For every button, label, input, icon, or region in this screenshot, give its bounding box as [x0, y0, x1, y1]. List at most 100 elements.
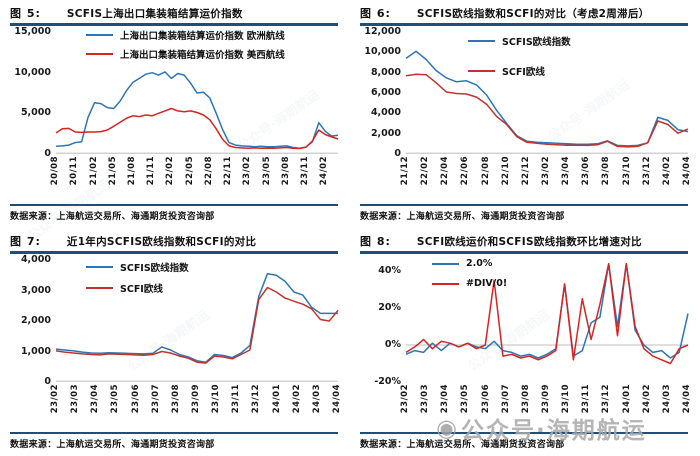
- footer-rule: [360, 431, 688, 434]
- figure-number: 图 6:: [360, 7, 391, 20]
- x-tick-label: 24/02: [319, 156, 330, 186]
- line-chart-svg: [55, 71, 339, 154]
- x-tick-label: 23/03: [70, 384, 81, 414]
- x-tick-label: 22/08: [203, 156, 214, 186]
- series-line: [405, 262, 689, 365]
- x-tick-label: 23/02: [242, 156, 253, 186]
- data-source-note: 数据来源：上海航运交易所、海通期货投资咨询部: [10, 440, 215, 450]
- x-tick-label: 21/12: [400, 156, 410, 186]
- x-tick-label: 22/04: [440, 156, 451, 186]
- legend-item: 2.0%: [432, 258, 507, 269]
- x-tick-label: 23/05: [110, 384, 121, 414]
- x-tick-label: 23/05: [261, 156, 272, 186]
- y-axis: 40% 20% 0% -20%: [360, 260, 406, 387]
- figure-number: 图 7:: [10, 235, 41, 248]
- x-tick-label: 23/06: [130, 384, 141, 414]
- x-tick-label: 23/09: [191, 384, 201, 414]
- figure-number: 图 8:: [360, 235, 391, 248]
- legend-line-swatch: [432, 282, 459, 285]
- x-tick-label: 23/02: [541, 156, 551, 186]
- plot-area: 2.0% #DIV/0! 23/02 23/03 23/04 23/05 23/06 23/…: [400, 258, 692, 420]
- x-tick-label: 22/12: [520, 156, 531, 186]
- series-line: [405, 73, 689, 148]
- figure-6-panel: 图 6: SCFIS欧线指数和SCFI的对比（考虑2周滞后） 12,000 10,…: [350, 0, 700, 228]
- figure-7-header: 图 7: 近1年内SCFIS欧线指数和SCFI的对比: [10, 233, 338, 249]
- header-rule: [10, 251, 338, 254]
- data-source-note: 数据来源：上海航运交易所、海通期货投资咨询部: [360, 212, 565, 222]
- y-tick-label: 1,000: [20, 345, 51, 357]
- x-tick-label: 23/12: [251, 384, 262, 414]
- x-tick-label: 23/02: [400, 384, 410, 414]
- x-tick-label: 23/10: [211, 384, 222, 414]
- x-tick-label: 24/04: [682, 384, 692, 414]
- x-tick-label: 22/08: [480, 156, 491, 186]
- legend-label: #DIV/0!: [466, 278, 508, 289]
- x-tick-label: 23/08: [280, 156, 291, 186]
- legend-line-swatch: [86, 266, 113, 268]
- x-tick-label: 20/08: [50, 156, 60, 186]
- x-tick-label: 21/05: [107, 156, 118, 186]
- x-tick-label: 23/04: [561, 156, 572, 186]
- legend-label: SCFIS欧线指数: [120, 263, 189, 274]
- x-tick-label: 23/06: [581, 156, 592, 186]
- wechat-logo-icon: ◉: [436, 414, 457, 442]
- watermark-text: 公众号·海期航运: [460, 418, 647, 444]
- x-tick-label: 22/10: [500, 156, 511, 186]
- legend-item: 上海出口集装箱结算运价指数 欧洲航线: [86, 28, 285, 42]
- figure-title: SCFIS上海出口集装箱结算运价指数: [66, 8, 243, 20]
- x-tick-label: 24/03: [311, 384, 322, 414]
- x-tick-label: 23/08: [601, 156, 612, 186]
- y-tick-label: 40%: [378, 265, 401, 277]
- figure-6-chart: 12,000 10,000 8,000 6,000 4,000 2,000 0 SCFIS欧…: [360, 26, 692, 192]
- figure-5-chart: 15,000 10,000 5,000 0 上海出口集装箱结算运价指数 欧洲航线 上海出…: [10, 26, 339, 192]
- legend: 上海出口集装箱结算运价指数 欧洲航线 上海出口集装箱结算运价指数 美西航线: [86, 28, 285, 66]
- legend-label: 上海出口集装箱结算运价指数 欧洲航线: [120, 31, 285, 42]
- series-line: [55, 71, 339, 150]
- x-tick-label: 21/02: [88, 156, 99, 186]
- x-tick-label: 23/03: [420, 384, 431, 414]
- y-axis: 4,000 3,000 2,000 1,000 0: [10, 254, 56, 387]
- legend-label: SCFIS欧线指数: [502, 37, 571, 48]
- figure-5-panel: 图 5: SCFIS上海出口集装箱结算运价指数 15,000 10,000 5,00…: [0, 0, 350, 228]
- y-tick-label: 5,000: [20, 107, 51, 119]
- data-source-note: 数据来源：上海航运交易所、海通期货投资咨询部: [360, 440, 565, 450]
- y-tick-label: 12,000: [364, 26, 401, 37]
- figure-8-panel: 图 8: SCFI欧线运价和SCFIS欧线指数环比增速对比 40% 20% 0% -2…: [350, 228, 700, 456]
- y-tick-label: 4,000: [20, 254, 51, 265]
- y-tick-label: 8,000: [370, 66, 401, 78]
- footer-rule: [10, 203, 338, 206]
- legend-item: SCFIS欧线指数: [86, 260, 189, 274]
- line-chart-svg: [405, 262, 689, 365]
- figure-title: 近1年内SCFIS欧线指数和SCFI的对比: [66, 236, 257, 248]
- x-tick-label: 22/11: [223, 156, 233, 186]
- plot-area: 上海出口集装箱结算运价指数 欧洲航线 上海出口集装箱结算运价指数 美西航线 20/…: [50, 31, 339, 192]
- legend-item: SCFIS欧线指数: [468, 34, 571, 48]
- legend-item: SCFI欧线: [86, 281, 189, 295]
- x-tick-label: 21/08: [126, 156, 137, 186]
- y-tick-label: 20%: [378, 302, 401, 314]
- y-tick-label: 4,000: [370, 107, 401, 119]
- figure-title: SCFIS欧线指数和SCFI的对比（考虑2周滞后）: [416, 8, 650, 20]
- y-tick-label: 2,000: [370, 127, 401, 139]
- legend-line-swatch: [86, 53, 113, 55]
- series-line: [55, 272, 338, 363]
- x-tick-label: 23/11: [231, 384, 242, 414]
- legend-line-swatch: [432, 262, 459, 265]
- legend-label: 上海出口集装箱结算运价指数 美西航线: [120, 50, 285, 61]
- legend-label: SCFI欧线: [502, 67, 545, 78]
- figure-8-chart: 40% 20% 0% -20% 2.0% #DIV/0! 23/02 23/03 23/04…: [360, 258, 692, 420]
- figure-7-panel: 图 7: 近1年内SCFIS欧线指数和SCFI的对比 4,000 3,000 2,0…: [0, 228, 350, 456]
- plot-area: SCFIS欧线指数 SCFI欧线 21/12 22/02 22/04 22/06 22/0…: [400, 32, 692, 192]
- y-tick-label: 0%: [384, 339, 401, 351]
- x-tick-label: 20/11: [69, 156, 80, 186]
- x-tick-label: 24/01: [271, 384, 282, 414]
- figure-title: SCFI欧线运价和SCFIS欧线指数环比增速对比: [416, 236, 642, 248]
- x-tick-label: 23/12: [641, 156, 652, 186]
- header-rule: [10, 23, 338, 26]
- y-tick-label: -20%: [374, 376, 401, 387]
- header-rule: [360, 23, 688, 26]
- x-tick-label: 24/04: [682, 156, 692, 186]
- wechat-watermark: ◉ 公众号·海期航运: [436, 411, 647, 445]
- legend-item: SCFI欧线: [468, 64, 571, 78]
- plot-area: SCFIS欧线指数 SCFI欧线 23/02 23/03 23/04 23/05 23/0…: [50, 260, 342, 420]
